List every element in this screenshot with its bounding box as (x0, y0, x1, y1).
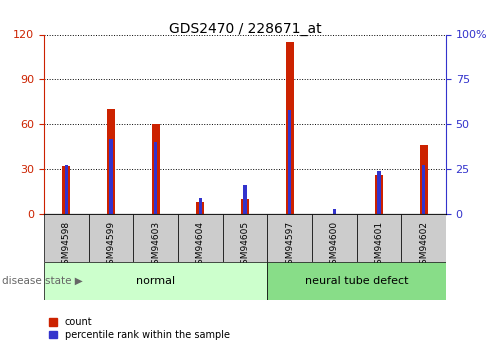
Text: GSM94600: GSM94600 (330, 221, 339, 270)
Bar (241, 199, 249, 214)
Bar (198, 198, 202, 214)
Text: GSM94601: GSM94601 (374, 221, 384, 270)
Bar (109, 139, 113, 214)
Text: GSM94602: GSM94602 (419, 221, 428, 270)
Bar (286, 42, 294, 214)
Text: GSM94597: GSM94597 (285, 221, 294, 270)
FancyBboxPatch shape (222, 214, 268, 262)
FancyBboxPatch shape (44, 214, 89, 262)
Bar (196, 202, 204, 214)
FancyBboxPatch shape (89, 214, 133, 262)
FancyBboxPatch shape (178, 214, 222, 262)
Bar (375, 175, 383, 214)
Bar (152, 124, 160, 214)
Text: disease state ▶: disease state ▶ (2, 276, 83, 286)
FancyBboxPatch shape (268, 214, 312, 262)
Bar (288, 110, 292, 214)
Bar (107, 109, 115, 214)
Bar (419, 145, 428, 214)
FancyBboxPatch shape (401, 214, 446, 262)
FancyBboxPatch shape (268, 262, 446, 300)
FancyBboxPatch shape (44, 262, 268, 300)
Text: GSM94598: GSM94598 (62, 221, 71, 270)
FancyBboxPatch shape (357, 214, 401, 262)
Text: GSM94604: GSM94604 (196, 221, 205, 270)
Bar (377, 171, 381, 214)
Bar (422, 166, 425, 214)
FancyBboxPatch shape (312, 214, 357, 262)
Text: neural tube defect: neural tube defect (305, 276, 408, 286)
Legend: count, percentile rank within the sample: count, percentile rank within the sample (49, 317, 229, 340)
FancyBboxPatch shape (133, 214, 178, 262)
Text: GDS2470 / 228671_at: GDS2470 / 228671_at (169, 22, 321, 37)
Text: GSM94603: GSM94603 (151, 221, 160, 270)
Bar (62, 166, 71, 214)
Bar (243, 185, 247, 214)
Bar (154, 142, 157, 214)
Text: GSM94605: GSM94605 (241, 221, 249, 270)
Text: GSM94599: GSM94599 (106, 221, 116, 270)
Bar (65, 166, 68, 214)
Text: normal: normal (136, 276, 175, 286)
Bar (333, 208, 336, 214)
